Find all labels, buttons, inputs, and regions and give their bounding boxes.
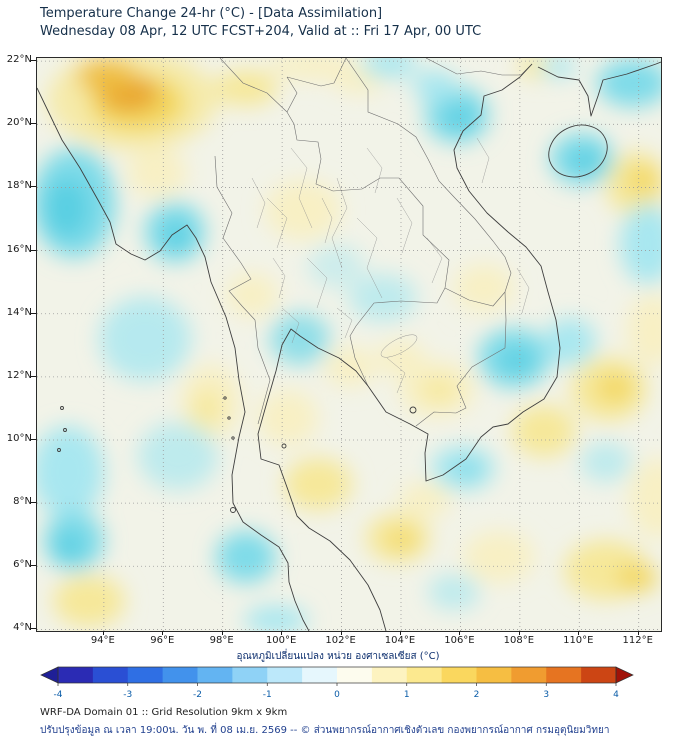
lat-tick-label: 12°N <box>6 369 32 381</box>
lat-tick-label: 14°N <box>6 306 32 318</box>
colorbar-segment <box>406 667 443 683</box>
lon-tick-label: 96°E <box>150 635 175 646</box>
lat-tick-mark <box>31 439 36 440</box>
colorbar-segment <box>441 667 478 683</box>
lat-tick-mark <box>31 249 36 251</box>
page-title: Temperature Change 24-hr (°C) - [Data As… <box>40 6 383 21</box>
colorbar-tick-label: -4 <box>54 690 63 700</box>
tonle-sap-lake <box>380 334 418 358</box>
map-plot <box>37 58 661 631</box>
lat-tick-label: 22°N <box>6 54 32 66</box>
lon-tick-label: 98°E <box>209 635 234 646</box>
lat-tick-label: 4°N <box>13 622 32 634</box>
page-subtitle: Wednesday 08 Apr, 12 UTC FCST+204, Valid… <box>40 24 482 39</box>
colorbar-segment <box>337 667 373 683</box>
colorbar-tick-label: 1 <box>404 690 410 700</box>
lat-tick-label: 6°N <box>13 559 32 571</box>
colorbar-segment <box>581 667 617 683</box>
lat-tick-mark <box>31 502 36 504</box>
lat-tick-label: 18°N <box>6 180 32 192</box>
province-borders-layer <box>251 137 530 394</box>
small-islands <box>57 396 417 513</box>
coastline-layer <box>37 61 661 631</box>
colorbar-tick-label: 3 <box>543 690 549 700</box>
colorbar-segment <box>197 667 233 683</box>
footer-attribution: ปรับปรุงข้อมูล ณ เวลา 19:00น. วัน พ. ที่… <box>40 725 610 736</box>
colorbar: -4 -3 -2 -1 0 1 2 3 4 <box>40 666 634 700</box>
grid-layer <box>37 58 661 631</box>
lon-tick-mark <box>518 631 520 635</box>
map-frame <box>36 57 662 632</box>
lon-tick-label: 104°E <box>384 635 416 646</box>
lon-tick-mark <box>162 631 164 635</box>
colorbar-segment <box>232 667 268 683</box>
lon-tick-label: 110°E <box>563 635 594 646</box>
country-borders-layer <box>214 58 533 427</box>
lon-tick-label: 112°E <box>622 635 653 646</box>
lon-tick-mark <box>459 631 461 635</box>
colorbar-right-arrow <box>615 666 634 684</box>
lat-tick-mark <box>31 375 36 377</box>
colorbar-segment <box>267 667 303 683</box>
lat-tick-mark <box>31 312 36 314</box>
lon-tick-label: 108°E <box>503 635 535 646</box>
colorbar-segment <box>162 667 199 683</box>
lon-tick-label: 102°E <box>325 635 356 646</box>
lon-tick-mark <box>281 631 283 635</box>
lon-tick-mark <box>400 631 401 635</box>
colorbar-segment <box>92 667 129 683</box>
lat-tick-mark <box>31 60 36 62</box>
coastline-china <box>537 61 661 117</box>
lon-tick-mark <box>102 631 104 635</box>
lon-tick-mark <box>221 631 223 635</box>
lat-tick-mark <box>31 123 36 125</box>
lon-tick-mark <box>340 631 342 635</box>
colorbar-tick-label: 0 <box>334 690 340 700</box>
colorbar-tick-label: -2 <box>193 690 202 700</box>
lat-tick-label: 10°N <box>6 433 32 444</box>
colorbar-left-arrow <box>40 666 59 684</box>
colorbar-segment <box>371 667 408 683</box>
colorbar-segment <box>127 667 164 683</box>
colorbar-segment <box>58 667 94 683</box>
lat-tick-mark <box>31 186 36 188</box>
footer-model-info: WRF-DA Domain 01 :: Grid Resolution 9km … <box>40 707 288 718</box>
colorbar-segment <box>511 667 547 683</box>
colorbar-tick-label: -1 <box>263 690 272 700</box>
colorbar-label: อุณหภูมิเปลี่ยนแปลง หน่วย องศาเซลเซียส (… <box>236 651 440 662</box>
lat-tick-mark <box>31 628 36 630</box>
colorbar-tick-label: 4 <box>613 690 619 700</box>
colorbar-segment <box>302 667 338 683</box>
coastline-gulf-indochina <box>257 63 561 631</box>
colorbar-tick-label: 2 <box>474 690 480 700</box>
lat-tick-mark <box>31 565 36 567</box>
lat-tick-label: 16°N <box>6 243 32 255</box>
coastline-west <box>37 87 310 631</box>
colorbar-segment <box>476 667 512 683</box>
lon-tick-label: 106°E <box>444 635 475 646</box>
hainan-island <box>548 124 608 178</box>
lat-tick-label: 8°N <box>13 496 32 508</box>
lon-tick-mark <box>578 631 580 635</box>
colorbar-segment <box>546 667 582 683</box>
lat-tick-label: 20°N <box>6 117 32 129</box>
colorbar-tick-label: -3 <box>123 690 132 700</box>
lon-tick-label: 100°E <box>265 635 297 646</box>
lon-tick-mark <box>637 631 639 635</box>
lon-tick-label: 94°E <box>90 635 115 646</box>
